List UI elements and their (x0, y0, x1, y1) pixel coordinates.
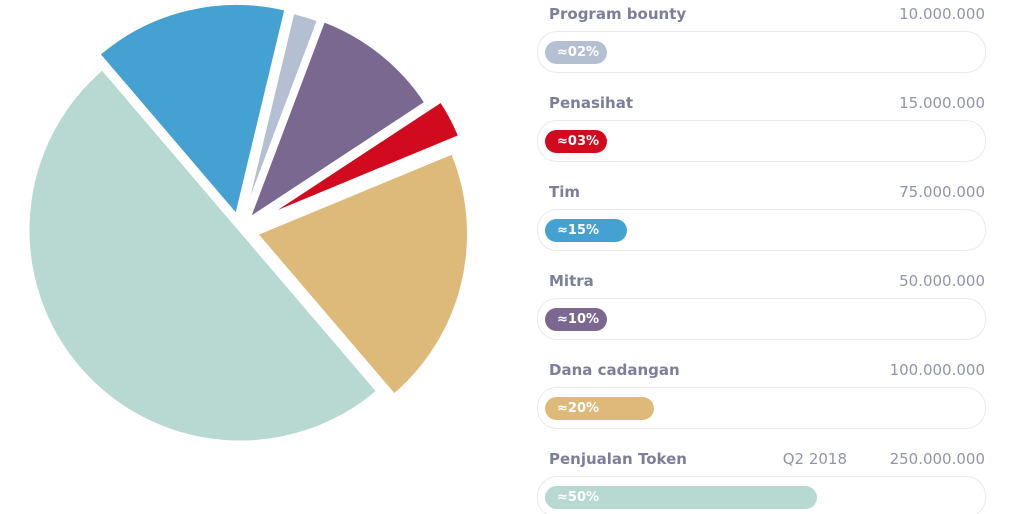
progress-track: ≈03% (537, 120, 986, 162)
progress-fill: ≈20% (545, 397, 654, 420)
progress-track: ≈50% (537, 476, 986, 514)
pie-slice-mitra (245, 18, 429, 223)
progress-track: ≈02% (537, 31, 986, 73)
progress-track: ≈15% (537, 209, 986, 251)
row-amount: 75.000.000 (899, 183, 985, 201)
row-label: Penjualan Token (549, 450, 687, 468)
row-label: Penasihat (549, 94, 634, 112)
row-amount: 10.000.000 (899, 5, 985, 23)
progress-fill: ≈10% (545, 308, 607, 331)
progress-track: ≈10% (537, 298, 986, 340)
row-amount: 15.000.000 (899, 94, 985, 112)
pie-slice-program-bounty (242, 10, 321, 220)
row-label: Dana cadangan (549, 361, 680, 379)
row-label: Mitra (549, 272, 594, 290)
allocation-row-tim: Tim 75.000.000 ≈15% (537, 178, 986, 267)
row-date: Q2 2018 (782, 450, 847, 468)
row-label: Tim (549, 183, 581, 201)
pie-slice-dana-cadangan (254, 150, 471, 398)
row-amount: 250.000.000 (889, 450, 985, 468)
row-label: Program bounty (549, 5, 687, 23)
progress-fill: ≈03% (545, 130, 607, 153)
progress-fill: ≈50% (545, 486, 817, 509)
allocation-row-penjualan-token: Penjualan Token Q2 2018 250.000.000 ≈50% (537, 445, 986, 514)
allocation-row-mitra: Mitra 50.000.000 ≈10% (537, 267, 986, 356)
progress-fill: ≈15% (545, 219, 627, 242)
allocation-row-program-bounty: Program bounty 10.000.000 ≈02% (537, 0, 986, 89)
pie-slice-penjualan-token (26, 66, 380, 444)
progress-track: ≈20% (537, 387, 986, 429)
pie-slice-penasihat (263, 98, 462, 219)
row-amount: 100.000.000 (889, 361, 985, 379)
progress-fill: ≈02% (545, 41, 607, 64)
allocation-row-dana-cadangan: Dana cadangan 100.000.000 ≈20% (537, 356, 986, 445)
allocation-row-penasihat: Penasihat 15.000.000 ≈03% (537, 89, 986, 178)
row-amount: 50.000.000 (899, 272, 985, 290)
pie-slice-tim (96, 1, 288, 219)
pie-chart (26, 1, 471, 444)
